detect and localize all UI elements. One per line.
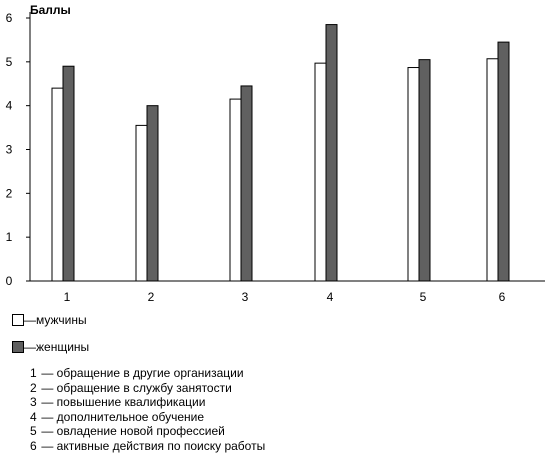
bar-women-3 (241, 86, 252, 281)
bar-women-6 (498, 42, 509, 281)
legend-label-men: мужчины (36, 313, 87, 327)
note-item: 4 — дополнительное обучение (30, 410, 265, 425)
note-item: 6 — активные действия по поиску работы (30, 439, 265, 453)
bar-women-2 (147, 106, 158, 281)
axes (30, 12, 545, 281)
legend-item-men: — мужчины (12, 312, 87, 328)
legend-dash-men: — (24, 313, 36, 327)
note-item: 3 — повышение квалификации (30, 395, 265, 410)
x-tick-label: 1 (64, 290, 71, 304)
x-tick-label: 6 (499, 290, 506, 304)
y-axis-title: Баллы (30, 3, 71, 17)
bar-men-4 (315, 63, 326, 281)
x-tick-label: 3 (242, 290, 249, 304)
category-notes: 1 — обращение в другие организации 2 — о… (30, 366, 265, 453)
y-tick-label: 5 (6, 55, 13, 69)
legend-item-women: — женщины (12, 339, 89, 355)
y-tick-label: 6 (6, 11, 13, 25)
y-tick-label: 0 (6, 274, 13, 288)
bar-women-1 (63, 66, 74, 281)
note-item: 1 — обращение в другие организации (30, 366, 265, 381)
y-tick-label: 4 (6, 99, 13, 113)
x-tick-label: 5 (420, 290, 427, 304)
y-tick-label: 2 (6, 186, 13, 200)
bar-women-4 (326, 25, 337, 281)
x-tick-labels: 1 2 3 4 5 6 (64, 290, 506, 304)
bar-men-3 (230, 99, 241, 281)
x-tick-label: 2 (148, 290, 155, 304)
y-tick-label: 1 (6, 230, 13, 244)
bars (52, 25, 509, 281)
y-tick-labels: 0 1 2 3 4 5 6 (6, 11, 30, 288)
bar-men-5 (408, 68, 419, 281)
y-tick-label: 3 (6, 143, 13, 157)
bar-chart: Баллы 0 1 2 3 4 5 6 1 2 3 4 5 6 (0, 0, 559, 310)
bar-women-5 (419, 60, 430, 281)
bar-men-2 (136, 125, 147, 281)
note-item: 5 — овладение новой профессией (30, 424, 265, 439)
legend-dash-women: — (24, 340, 36, 354)
legend-swatch-women (12, 341, 24, 353)
note-item: 2 — обращение в службу занятости (30, 381, 265, 396)
legend-label-women: женщины (36, 340, 89, 354)
x-tick-label: 4 (327, 290, 334, 304)
bar-men-6 (487, 59, 498, 281)
legend-swatch-men (12, 314, 24, 326)
bar-men-1 (52, 88, 63, 281)
